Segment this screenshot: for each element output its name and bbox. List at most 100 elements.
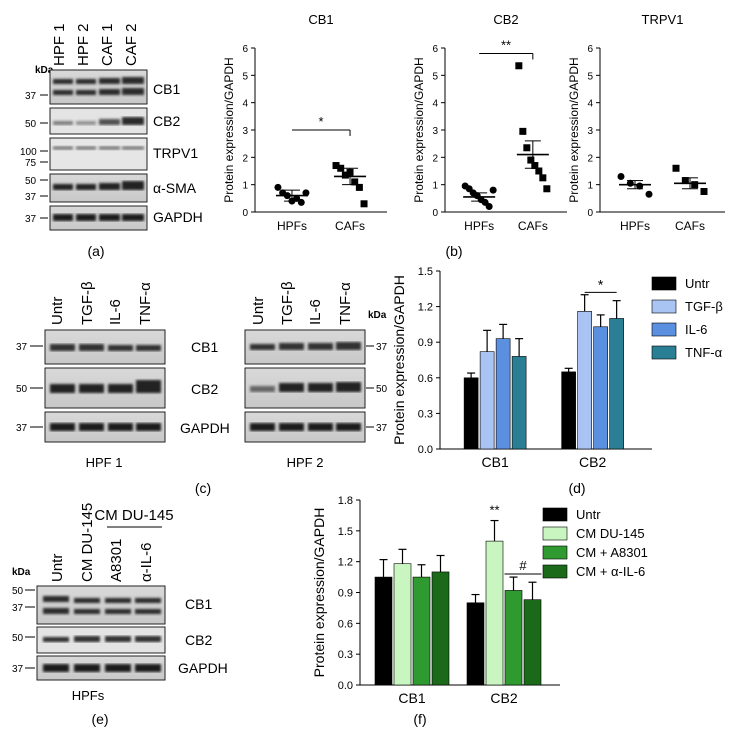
data-point (355, 183, 363, 191)
bar (431, 571, 450, 686)
blot-group-label: CM DU-145 (94, 507, 173, 524)
kda-marker: 37 (16, 342, 28, 353)
y-tick-label: 4 (432, 99, 438, 110)
bar (593, 326, 608, 450)
kda-label: kDa (35, 65, 54, 76)
data-point (700, 188, 708, 195)
blot-strip-asma (49, 173, 148, 203)
y-tick-label: 1.2 (418, 302, 433, 314)
significance-marker: ** (489, 502, 499, 517)
bar (393, 563, 412, 686)
bar (412, 576, 431, 686)
blot-row-label: TRPV1 (153, 145, 198, 161)
bar (466, 602, 485, 686)
data-point (293, 194, 301, 202)
y-axis-label: Protein expression/GAPDH (222, 57, 236, 202)
data-point (515, 62, 523, 70)
data-point (535, 167, 543, 175)
y-tick-label: 1.8 (338, 495, 353, 507)
lane-label: TNF-α (137, 282, 154, 325)
y-axis-label: Protein expression/GAPDH (412, 57, 426, 202)
blot-row-label: CB1 (185, 596, 212, 612)
data-point (337, 164, 345, 172)
y-tick-label: 0.0 (338, 680, 353, 692)
lane-label: CM DU-145 (79, 503, 96, 582)
y-tick-label: 6 (242, 44, 248, 55)
data-point (519, 127, 527, 135)
kda-marker: 37 (25, 192, 37, 203)
scatter-chart-cb1: CB1 0 1 2 3 4 5 6 Protein expression/GAPDH HPFs CA… (222, 12, 387, 233)
legend-label: TGF-β (685, 299, 723, 314)
y-axis-label: Protein expression/GAPDH (567, 57, 581, 202)
y-tick-label: 0.9 (338, 588, 353, 600)
chart-title: CB2 (493, 12, 518, 27)
kda-marker: 50 (376, 384, 388, 395)
legend-swatch (651, 322, 677, 337)
significance-marker: ** (501, 37, 511, 52)
y-tick-label: 1.5 (338, 526, 353, 538)
y-tick-label: 3 (587, 126, 593, 137)
data-point (543, 185, 551, 193)
data-point (691, 181, 699, 189)
y-tick-label: 0.6 (418, 373, 433, 385)
x-category-label: HPFs (464, 219, 494, 233)
blot-row-label: CB2 (153, 113, 180, 129)
lane-label: TNF-α (337, 282, 354, 325)
kda-marker: 50 (25, 176, 37, 187)
bar (485, 540, 504, 686)
scatter-chart-cb2: CB2 0 1 2 3 4 5 6 Protein expression/GAPDH HPFs CA… (412, 12, 567, 233)
kda-marker: 100 (20, 147, 37, 158)
significance-marker: * (598, 276, 604, 292)
data-point (351, 178, 359, 186)
y-axis-label: Protein expression/GAPDH (391, 275, 407, 445)
blot-caption: HPF 2 (287, 455, 324, 470)
x-category-label: HPFs (277, 219, 307, 233)
data-point (527, 156, 535, 164)
data-point (617, 172, 625, 180)
blot-caption: HPFs (72, 688, 105, 703)
y-tick-label: 4 (242, 99, 248, 110)
lane-label: IL-6 (307, 299, 324, 325)
lane-label: TGF-β (279, 281, 296, 325)
y-tick-label: 0.3 (338, 649, 353, 661)
y-axis-label: Protein expression/GAPDH (311, 508, 327, 678)
panel-letter: (e) (91, 711, 108, 727)
lane-label: CAF 1 (99, 23, 116, 66)
kda-marker: 37 (25, 214, 37, 225)
significance-marker: # (519, 558, 527, 573)
legend-label: CM + α-IL-6 (576, 564, 645, 579)
bar (577, 311, 592, 450)
lane-label: Untr (49, 297, 66, 325)
x-category-label: CB1 (398, 690, 425, 706)
y-tick-label: 1.2 (338, 557, 353, 569)
y-tick-label: 0 (242, 208, 248, 219)
y-tick-label: 6 (432, 44, 438, 55)
x-category-label: CB2 (579, 454, 606, 470)
legend-swatch (651, 276, 677, 291)
chart-title: TRPV1 (642, 12, 684, 27)
legend-label: CM DU-145 (576, 526, 645, 541)
kda-marker: 37 (12, 603, 24, 614)
y-tick-label: 0 (432, 208, 438, 219)
kda-marker: 37 (25, 91, 37, 102)
blot-strip-trpv1 (49, 137, 148, 171)
lane-label: HPF 1 (51, 23, 68, 66)
x-category-label: CAFs (335, 219, 365, 233)
lane-label: HPF 2 (75, 23, 92, 66)
kda-marker: 37 (12, 664, 24, 675)
lane-label: A8301 (108, 539, 125, 582)
blot-panel-e: Untr CM DU-145 A8301 α-IL-6 CM DU-145 kD… (12, 503, 228, 703)
data-point (672, 164, 680, 172)
kda-marker: 37 (376, 423, 388, 434)
scatter-chart-trpv1: TRPV1 0 1 2 3 4 5 6 Protein expression/GAPDH HPFs… (567, 12, 725, 233)
legend-swatch (651, 299, 677, 314)
bar (495, 338, 511, 450)
blot-row-label: GAPDH (180, 420, 230, 436)
chart-title: CB1 (308, 12, 333, 27)
kda-marker: 50 (12, 586, 24, 597)
lane-label: Untr (250, 297, 267, 325)
x-category-label: HPFs (620, 219, 650, 233)
y-tick-label: 0.0 (418, 444, 433, 456)
kda-marker: 75 (25, 158, 37, 169)
y-tick-label: 1 (432, 181, 438, 192)
